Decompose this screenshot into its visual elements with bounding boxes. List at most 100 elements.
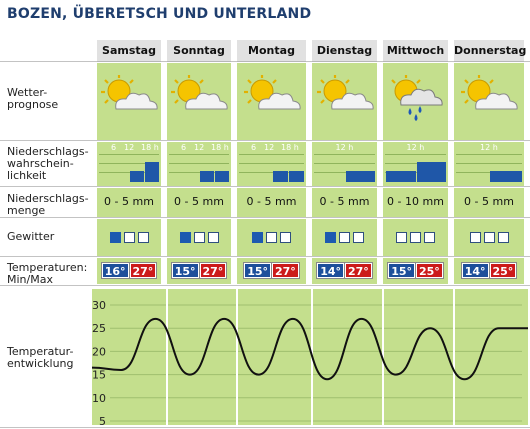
day-header: Samstag [97, 40, 161, 62]
temperature-pair: 15° 25° [383, 262, 448, 279]
thunder-box-empty [280, 232, 291, 243]
temperature-pair: 15° 27° [237, 262, 306, 279]
prob-gridline [169, 163, 229, 164]
cell-thunder [97, 219, 161, 256]
precip-amount: 0 - 5 mm [246, 195, 297, 208]
precip-amount: 0 - 5 mm [104, 195, 154, 208]
cell-amount: 0 - 5 mm [167, 188, 231, 217]
cell-temps: 14° 27° [312, 258, 377, 284]
cell-forecast [383, 63, 448, 140]
prob-gridline [385, 172, 446, 173]
prob-gridline [99, 163, 159, 164]
row-divider [0, 217, 530, 218]
y-tick-label: 20 [92, 345, 106, 358]
thunder-box-filled [179, 232, 191, 243]
thunder-indicator [237, 232, 306, 243]
day-header: Dienstag [312, 40, 377, 62]
temperature-pair: 16° 27° [97, 262, 161, 279]
cell-probability: 12 h [312, 142, 377, 186]
thunder-box-empty [193, 232, 205, 243]
thunder-box-empty [266, 232, 277, 243]
prob-time-label: 12 [194, 143, 205, 152]
cell-amount: 0 - 5 mm [312, 188, 377, 217]
precip-amount: 0 - 5 mm [464, 195, 514, 208]
row-divider [0, 140, 530, 141]
prob-gridline [385, 154, 446, 155]
row-label-thunder: Gewitter [7, 230, 55, 243]
cell-probability: 6 12 18 h [97, 142, 161, 186]
prob-gridline [314, 172, 375, 173]
temp-min-badge: 15° [243, 262, 272, 279]
temperature-series-line [91, 317, 528, 381]
prob-gridline [239, 154, 304, 155]
cell-probability: 6 12 18 h [167, 142, 231, 186]
prob-bar [215, 171, 229, 182]
cell-thunder [167, 219, 231, 256]
partly-cloudy-icon [242, 75, 301, 111]
cell-amount: 0 - 5 mm [97, 188, 161, 217]
y-tick-label: 5 [99, 415, 106, 425]
cell-temps: 15° 25° [383, 258, 448, 284]
day-header: Donnerstag [454, 40, 526, 62]
cell-temps: 15° 27° [167, 258, 231, 284]
temp-max-badge: 27° [128, 262, 158, 279]
thunder-box-empty [497, 232, 509, 243]
prob-bar [130, 171, 144, 182]
row-divider [0, 285, 530, 286]
prob-gridline [456, 163, 522, 164]
temperature-pair: 15° 27° [167, 262, 231, 279]
y-tick-label: 25 [92, 322, 106, 335]
temp-min-badge: 15° [387, 262, 416, 279]
prob-bar [490, 171, 522, 182]
thunder-box-empty [396, 232, 407, 243]
partly-cloudy-icon [459, 75, 519, 111]
temp-max-badge: 27° [271, 262, 300, 279]
rain-cloud-icon [390, 75, 443, 123]
day-header: Sonntag [167, 40, 231, 62]
prob-time-label: 18 h [211, 143, 229, 152]
cell-probability: 6 12 18 h [237, 142, 306, 186]
cell-temps: 15° 27° [237, 258, 306, 284]
temp-max-badge: 25° [415, 262, 444, 279]
cell-temps: 14° 25° [454, 258, 524, 284]
prob-time-label: 12 [264, 143, 275, 152]
thunder-box-empty [469, 232, 481, 243]
prob-time-label: 12 h [335, 143, 354, 152]
cell-forecast [237, 63, 306, 140]
cell-probability: 12 h [383, 142, 448, 186]
cell-thunder [454, 219, 524, 256]
row-label-temps: Temperaturen: Min/Max [7, 261, 88, 286]
thunder-box-filled [109, 232, 121, 243]
row-label-trend: Temperatur-entwicklung [7, 345, 74, 370]
thunder-box-empty [137, 232, 149, 243]
y-tick-label: 15 [92, 369, 106, 382]
thunder-indicator [383, 232, 448, 243]
prob-bar [272, 171, 288, 182]
prob-time-label: 18 h [141, 143, 159, 152]
day-header: Montag [237, 40, 306, 62]
partly-cloudy-icon [315, 75, 374, 111]
thunder-indicator [312, 232, 377, 243]
thunder-box-empty [410, 232, 421, 243]
temperature-pair: 14° 25° [454, 262, 524, 279]
row-divider [0, 61, 530, 62]
prob-gridline [239, 172, 304, 173]
prob-gridline [99, 154, 159, 155]
prob-gridline [169, 172, 229, 173]
row-label-forecast: Wetter-prognose [7, 86, 59, 111]
prob-time-label: 6 [111, 143, 117, 152]
thunder-box-empty [424, 232, 435, 243]
cell-thunder [237, 219, 306, 256]
temp-min-badge: 14° [460, 262, 490, 279]
cell-forecast [97, 63, 161, 140]
prob-gridline [169, 154, 229, 155]
thunder-box-empty [123, 232, 135, 243]
thunder-box-filled [325, 232, 336, 243]
thunder-box-empty [483, 232, 495, 243]
temp-max-badge: 27° [344, 262, 373, 279]
cell-amount: 0 - 5 mm [454, 188, 524, 217]
temp-min-badge: 16° [100, 262, 130, 279]
day-header: Mittwoch [383, 40, 448, 62]
thunder-box-empty [353, 232, 364, 243]
prob-time-label: 12 h [480, 143, 498, 152]
